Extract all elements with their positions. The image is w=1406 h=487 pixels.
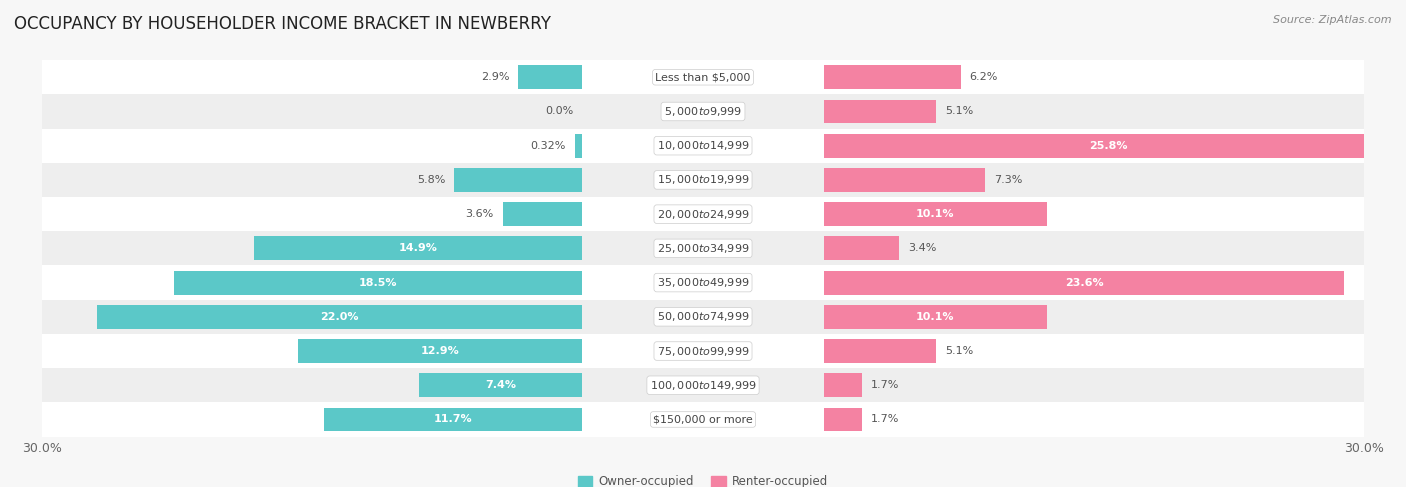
Bar: [824, 373, 862, 397]
Bar: [824, 168, 986, 192]
Bar: [419, 373, 582, 397]
Text: $150,000 or more: $150,000 or more: [654, 414, 752, 425]
Bar: [824, 339, 936, 363]
Text: $35,000 to $49,999: $35,000 to $49,999: [657, 276, 749, 289]
Bar: [298, 339, 582, 363]
Text: 22.0%: 22.0%: [321, 312, 359, 322]
Text: 3.6%: 3.6%: [465, 209, 494, 219]
Text: 12.9%: 12.9%: [420, 346, 460, 356]
Text: $5,000 to $9,999: $5,000 to $9,999: [664, 105, 742, 118]
Text: Source: ZipAtlas.com: Source: ZipAtlas.com: [1274, 15, 1392, 25]
Text: 1.7%: 1.7%: [870, 414, 898, 425]
Bar: [42, 402, 1364, 436]
Bar: [824, 65, 960, 89]
Text: $20,000 to $24,999: $20,000 to $24,999: [657, 207, 749, 221]
Text: $75,000 to $99,999: $75,000 to $99,999: [657, 344, 749, 357]
Bar: [824, 271, 1344, 295]
Bar: [42, 300, 1364, 334]
Text: 7.4%: 7.4%: [485, 380, 516, 390]
Text: 0.0%: 0.0%: [544, 107, 574, 116]
Bar: [174, 271, 582, 295]
Bar: [824, 99, 936, 124]
Bar: [42, 231, 1364, 265]
Text: 3.4%: 3.4%: [908, 244, 936, 253]
Text: 5.8%: 5.8%: [418, 175, 446, 185]
Text: $50,000 to $74,999: $50,000 to $74,999: [657, 310, 749, 323]
Text: 25.8%: 25.8%: [1090, 141, 1128, 150]
Bar: [502, 202, 582, 226]
Bar: [42, 163, 1364, 197]
Text: 0.32%: 0.32%: [530, 141, 567, 150]
Text: 11.7%: 11.7%: [433, 414, 472, 425]
Bar: [42, 334, 1364, 368]
Bar: [454, 168, 582, 192]
Bar: [253, 236, 582, 261]
Bar: [325, 408, 582, 431]
Bar: [824, 202, 1046, 226]
Bar: [575, 134, 582, 158]
Bar: [42, 197, 1364, 231]
Text: 18.5%: 18.5%: [359, 278, 398, 288]
Legend: Owner-occupied, Renter-occupied: Owner-occupied, Renter-occupied: [574, 471, 832, 487]
Text: 10.1%: 10.1%: [917, 312, 955, 322]
Text: 2.9%: 2.9%: [481, 72, 509, 82]
Text: 5.1%: 5.1%: [945, 107, 973, 116]
Bar: [42, 368, 1364, 402]
Text: 7.3%: 7.3%: [994, 175, 1022, 185]
Bar: [42, 265, 1364, 300]
Bar: [42, 94, 1364, 129]
Text: 5.1%: 5.1%: [945, 346, 973, 356]
Text: 1.7%: 1.7%: [870, 380, 898, 390]
Text: 23.6%: 23.6%: [1064, 278, 1104, 288]
Text: $25,000 to $34,999: $25,000 to $34,999: [657, 242, 749, 255]
Text: OCCUPANCY BY HOUSEHOLDER INCOME BRACKET IN NEWBERRY: OCCUPANCY BY HOUSEHOLDER INCOME BRACKET …: [14, 15, 551, 33]
Text: 14.9%: 14.9%: [398, 244, 437, 253]
Bar: [824, 236, 898, 261]
Text: 10.1%: 10.1%: [917, 209, 955, 219]
Bar: [42, 60, 1364, 94]
Text: $15,000 to $19,999: $15,000 to $19,999: [657, 173, 749, 187]
Bar: [824, 305, 1046, 329]
Text: $10,000 to $14,999: $10,000 to $14,999: [657, 139, 749, 152]
Bar: [517, 65, 582, 89]
Bar: [824, 408, 862, 431]
Bar: [824, 134, 1392, 158]
Text: $100,000 to $149,999: $100,000 to $149,999: [650, 379, 756, 392]
Bar: [42, 129, 1364, 163]
Bar: [97, 305, 582, 329]
Text: 6.2%: 6.2%: [970, 72, 998, 82]
Text: Less than $5,000: Less than $5,000: [655, 72, 751, 82]
